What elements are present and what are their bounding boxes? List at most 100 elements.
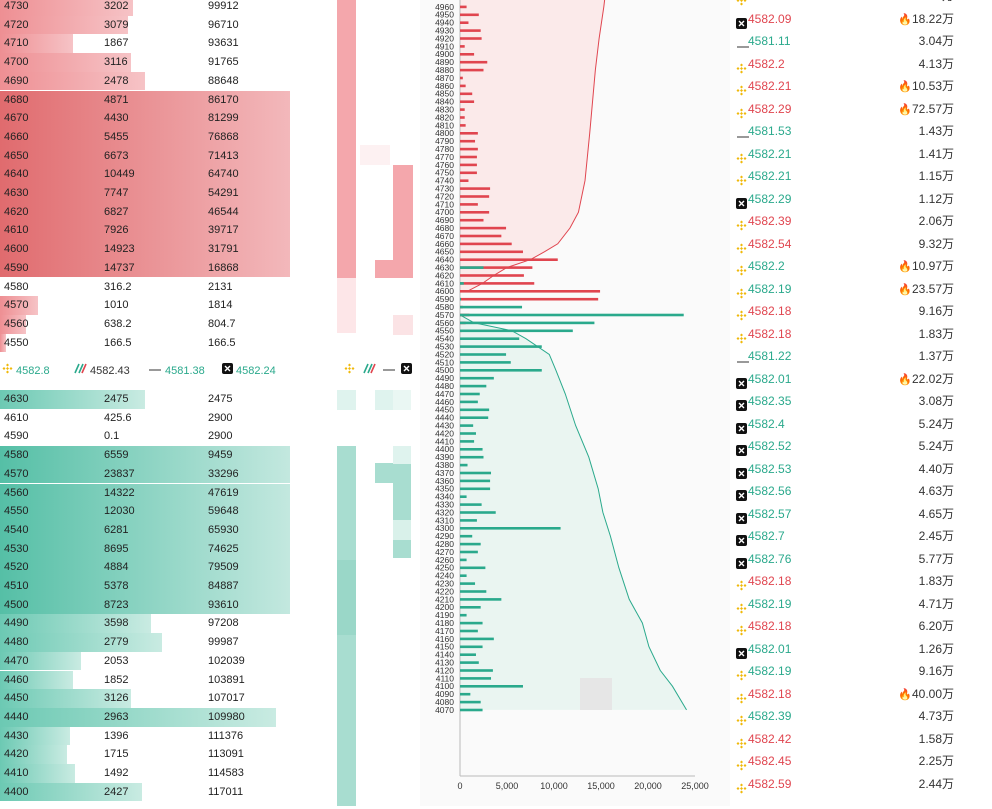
y-tick-label: 4510: [435, 357, 454, 367]
y-tick-label: 4860: [435, 81, 454, 91]
ask-price: 4630: [4, 187, 29, 199]
bid-qty: 2053: [104, 654, 129, 667]
mid-price-okx: 4582.43: [74, 360, 130, 382]
heat-cell: [337, 278, 356, 333]
trade-price: 4582.01: [748, 641, 792, 656]
trade-row: 4582.54 9.32万: [730, 233, 992, 256]
trade-volume-value: 1.83万: [918, 574, 954, 588]
bid-total: 65930: [208, 523, 239, 536]
y-tick-label: 4630: [435, 263, 454, 273]
bid-price: 4540: [4, 523, 29, 536]
ask-bar: [460, 92, 473, 96]
trade-row: 4582.18 1.83万: [730, 570, 992, 593]
trade-volume-value: 9.32万: [918, 236, 954, 251]
trade-volume-value: 22.02万: [911, 371, 954, 386]
bid-depth-bar: [0, 577, 290, 596]
y-tick-label: 4650: [435, 247, 454, 257]
fire-icon: 🔥: [898, 373, 912, 386]
bid-bar: [460, 558, 467, 562]
y-tick-label: 4580: [435, 302, 454, 312]
bid-total: 97208: [208, 617, 239, 630]
bid-qty: 2427: [104, 785, 129, 798]
ask-depth-bar: [0, 34, 73, 54]
trade-row: 4582.2 4.13万: [730, 53, 992, 76]
bid-depth-bar: [0, 390, 145, 409]
trade-volume-value: 4.13万: [918, 56, 954, 71]
mid-price-value: 4582.43: [90, 365, 130, 377]
bid-total: 2900: [208, 411, 233, 424]
trade-price: 4582.57: [748, 506, 792, 521]
ask-price: 4640: [4, 168, 29, 181]
bid-bar: [460, 708, 483, 712]
bid-price: 4430: [4, 729, 29, 742]
ask-depth-bar: [0, 202, 290, 222]
bid-total: 103891: [208, 673, 245, 686]
bid-price: 4630: [4, 393, 29, 405]
bid-bar: [460, 440, 475, 443]
y-tick-label: 4940: [435, 18, 454, 28]
bid-total: 79509: [208, 561, 239, 574]
bid-price: 4520: [4, 561, 29, 574]
bid-price: 4590: [4, 430, 29, 443]
bid-bar: [460, 574, 467, 577]
y-tick-label: 4540: [435, 334, 454, 344]
y-tick-label: 4620: [435, 270, 454, 280]
bid-qty: 1715: [104, 748, 129, 761]
bid-price: 4510: [4, 580, 29, 592]
bid-bar: [460, 637, 494, 641]
y-tick-label: 4090: [435, 689, 454, 699]
ask-qty: 3202: [104, 0, 129, 12]
bid-total: 111376: [208, 729, 244, 742]
y-tick-label: 4810: [435, 120, 454, 130]
bid-row: 4500 8723 93610: [0, 595, 292, 615]
ask-row: 4570 1010 1814: [0, 296, 292, 315]
bid-depth-bar: [0, 520, 290, 540]
bid-total: 107017: [208, 692, 245, 705]
bid-depth-bar: [0, 483, 290, 503]
y-tick-label: 4850: [435, 89, 454, 99]
bid-bar: [460, 337, 520, 340]
binance-icon: [736, 599, 747, 613]
ask-total: 91765: [208, 56, 239, 69]
ask-row: 4590 14737 16868: [0, 258, 292, 278]
y-tick-label: 4740: [435, 176, 454, 186]
ask-bar: [460, 68, 484, 72]
trade-row: 4582.45 2.25万: [730, 750, 992, 773]
trade-volume: 1.26万: [919, 638, 954, 661]
gate-icon: [736, 419, 747, 434]
binance-icon: [736, 239, 747, 253]
bitget-icon: [736, 351, 749, 363]
bid-total: 2475: [208, 393, 233, 405]
trade-price: 4581.22: [748, 349, 792, 363]
ask-row: 4580 316.2 2131: [0, 278, 292, 297]
bid-bar: [460, 613, 467, 617]
bid-bar: [460, 384, 487, 388]
trade-row: 4582.19 🔥23.57万: [730, 278, 992, 301]
bid-row: 4580 6559 9459: [0, 446, 292, 465]
bid-depth-bar: [0, 446, 290, 465]
trade-price: 4582.56: [748, 484, 792, 498]
trade-volume-value: 1.43万: [918, 124, 954, 138]
trade-price: 4582.18: [748, 619, 792, 633]
fire-icon: 🔥: [898, 283, 912, 296]
ask-qty: 10449: [104, 168, 135, 181]
bid-bar: [460, 621, 483, 625]
bid-total: 9459: [208, 449, 233, 462]
okx-icon: [74, 360, 87, 382]
bid-bar: [460, 645, 483, 649]
bid-bar: [460, 511, 496, 514]
bid-bar: [460, 400, 478, 404]
y-tick-label: 4230: [435, 579, 454, 589]
bid-row: 4480 2779 99987: [0, 633, 292, 652]
ask-qty: 14923: [104, 243, 135, 256]
trade-volume: 4.71万: [919, 593, 954, 616]
y-tick-label: 4080: [435, 697, 454, 707]
trade-volume: 3.04万: [919, 30, 954, 53]
y-tick-label: 4310: [435, 515, 454, 525]
trade-row: 4582.56 4.63万: [730, 480, 992, 503]
ask-qty: 5455: [104, 130, 129, 143]
heat-cell: [360, 145, 390, 165]
mid-price-gate: 4582.24: [222, 360, 276, 382]
ask-price: 4620: [4, 205, 29, 218]
bid-row: 4520 4884 79509: [0, 558, 292, 577]
